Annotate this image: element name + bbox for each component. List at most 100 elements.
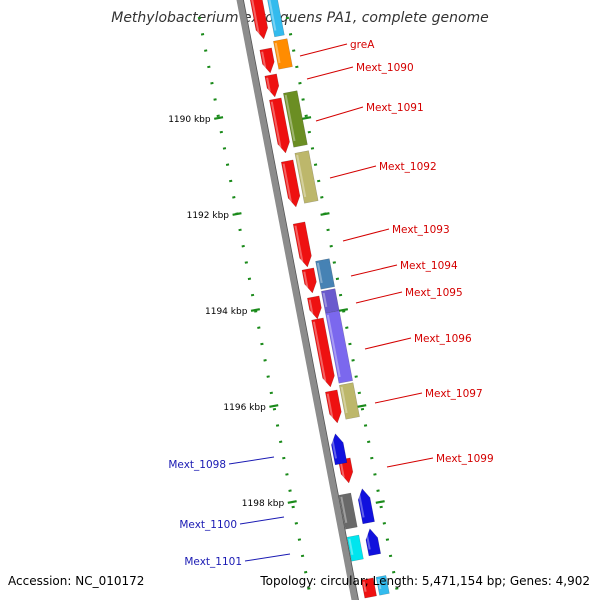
forward-cds-arrow bbox=[259, 47, 275, 74]
minor-tick-left bbox=[238, 228, 242, 232]
minor-tick-left bbox=[275, 424, 280, 427]
minor-tick-right bbox=[295, 65, 299, 69]
gene-label-mext_1097[interactable]: Mext_1097 bbox=[425, 388, 483, 400]
minor-tick-right bbox=[326, 228, 330, 232]
scale-label: 1190 kbp bbox=[168, 115, 211, 125]
leader-line-mext_1101 bbox=[244, 553, 291, 562]
minor-tick-left bbox=[285, 473, 289, 476]
gene-label-mext_1090[interactable]: Mext_1090 bbox=[356, 62, 414, 74]
scale-label: 1196 kbp bbox=[223, 403, 266, 413]
reverse-cds-mext_1098 bbox=[331, 433, 348, 466]
cog-feature-mext_1095-highlight bbox=[322, 292, 328, 308]
minor-tick-right bbox=[329, 244, 333, 248]
minor-tick-left bbox=[307, 587, 311, 590]
minor-tick-right bbox=[342, 310, 346, 313]
cog-feature-mext_1092 bbox=[294, 150, 319, 204]
accession-label: Accession: NC_010172 bbox=[8, 574, 145, 588]
gene-label-mext_1094[interactable]: Mext_1094 bbox=[400, 260, 458, 272]
minor-tick-left bbox=[272, 407, 277, 411]
cog-feature-mext_1095 bbox=[320, 288, 340, 314]
forward-cds-arrow-highlight bbox=[251, 0, 260, 34]
leader-line-mext_1090 bbox=[306, 66, 354, 80]
minor-tick-right bbox=[320, 196, 324, 199]
minor-tick-left bbox=[263, 359, 267, 362]
forward-cds-arrow-highlight bbox=[294, 225, 304, 262]
cog-feature-bottom bbox=[375, 575, 390, 596]
cog-feature-grea bbox=[273, 38, 293, 70]
major-tick-right bbox=[338, 308, 349, 312]
minor-tick-right bbox=[370, 456, 374, 460]
minor-tick-right bbox=[382, 522, 386, 525]
minor-tick-right bbox=[373, 473, 377, 476]
gene-label-mext_1101[interactable]: Mext_1101 bbox=[184, 556, 242, 568]
leader-line-mext_1092 bbox=[329, 165, 377, 179]
gene-label-grea[interactable]: greA bbox=[350, 39, 375, 51]
cog-feature-mext_1101-highlight bbox=[348, 538, 354, 556]
cog-feature-grea-highlight bbox=[274, 42, 281, 64]
major-tick-right bbox=[320, 212, 330, 216]
forward-cds-bottom bbox=[361, 577, 377, 599]
backbone-line bbox=[236, 0, 359, 600]
reverse-cds-mext_1101 bbox=[365, 528, 382, 557]
forward-cds-bottom-highlight bbox=[362, 581, 367, 592]
minor-tick-right bbox=[392, 570, 396, 574]
forward-cds-arrow-highlight bbox=[266, 77, 271, 92]
leader-line-mext_1093 bbox=[342, 228, 390, 242]
minor-tick-right bbox=[388, 554, 393, 558]
tick-marks bbox=[197, 16, 399, 590]
cog-feature-mext_1092-highlight bbox=[296, 154, 307, 198]
cog-feature-mext_1101 bbox=[346, 534, 364, 562]
scale-label: 1192 kbp bbox=[187, 211, 230, 221]
forward-cds-arrow-highlight bbox=[308, 299, 314, 314]
forward-cds-arrow-highlight bbox=[303, 271, 309, 288]
gene-label-mext_1098[interactable]: Mext_1098 bbox=[168, 459, 226, 471]
forward-cds-arrow bbox=[325, 389, 342, 424]
leader-line-mext_1091 bbox=[315, 106, 364, 122]
minor-tick-right bbox=[285, 16, 290, 20]
minor-tick-right bbox=[313, 163, 318, 166]
minor-tick-right bbox=[367, 440, 371, 444]
cog-feature-mext_1096 bbox=[325, 310, 353, 384]
minor-tick-left bbox=[222, 147, 227, 150]
minor-tick-left bbox=[304, 570, 308, 574]
minor-tick-left bbox=[294, 522, 298, 525]
gene-label-mext_1093[interactable]: Mext_1093 bbox=[392, 224, 450, 236]
gene-label-mext_1095[interactable]: Mext_1095 bbox=[405, 287, 463, 299]
minor-tick-right bbox=[310, 147, 315, 150]
forward-cds-arrow bbox=[307, 295, 322, 320]
gene-label-mext_1096[interactable]: Mext_1096 bbox=[414, 333, 472, 345]
major-tick bbox=[213, 116, 224, 120]
reverse-cds-mext_1101-highlight bbox=[365, 531, 371, 550]
cog-feature-mext_1094-highlight bbox=[316, 262, 323, 284]
forward-cds-arrow bbox=[292, 221, 312, 268]
gene-label-mext_1099[interactable]: Mext_1099 bbox=[436, 453, 494, 465]
minor-tick-left bbox=[225, 163, 230, 166]
minor-tick-left bbox=[297, 538, 302, 541]
minor-tick-left bbox=[219, 130, 223, 134]
minor-tick-right bbox=[395, 587, 399, 590]
scale-label: 1194 kbp bbox=[205, 307, 248, 317]
gene-label-mext_1100[interactable]: Mext_1100 bbox=[179, 519, 237, 531]
minor-tick-left bbox=[247, 277, 252, 281]
forward-cds-arrow bbox=[249, 0, 268, 40]
forward-cds-arrow-highlight bbox=[339, 461, 345, 478]
forward-cds-arrow-highlight bbox=[261, 51, 267, 68]
major-tick bbox=[287, 500, 297, 504]
leader-line-mext_1095 bbox=[355, 291, 403, 304]
minor-tick-right bbox=[301, 98, 305, 101]
forward-cds-arrow bbox=[301, 267, 317, 294]
gene-features bbox=[249, 0, 390, 599]
minor-tick-right bbox=[354, 375, 358, 378]
leader-line-mext_1096 bbox=[364, 337, 412, 350]
forward-cds-arrow-highlight bbox=[312, 321, 327, 382]
major-tick-right bbox=[357, 404, 367, 408]
reverse-cds-mext_1098-highlight bbox=[330, 436, 338, 459]
gene-label-mext_1092[interactable]: Mext_1092 bbox=[379, 161, 437, 173]
gene-label-mext_1091[interactable]: Mext_1091 bbox=[366, 102, 424, 114]
minor-tick-right bbox=[307, 130, 311, 134]
minor-tick-left bbox=[204, 49, 208, 52]
major-tick bbox=[269, 404, 279, 408]
minor-tick-left bbox=[216, 114, 220, 118]
major-tick bbox=[250, 308, 261, 312]
